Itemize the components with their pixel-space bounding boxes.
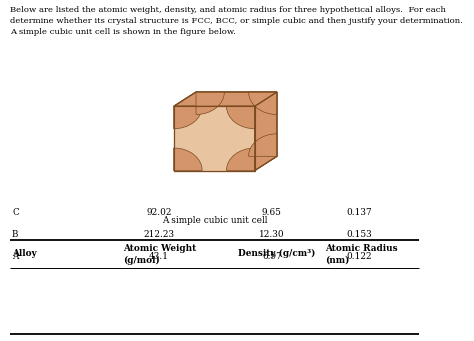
Text: Alloy: Alloy bbox=[12, 249, 37, 258]
Text: A simple cubic unit cell: A simple cubic unit cell bbox=[162, 216, 267, 225]
Text: B: B bbox=[12, 230, 18, 239]
Text: 0.153: 0.153 bbox=[346, 230, 372, 239]
Wedge shape bbox=[227, 106, 255, 129]
Text: Atomic Weight: Atomic Weight bbox=[123, 244, 196, 253]
Wedge shape bbox=[174, 106, 202, 129]
Wedge shape bbox=[196, 92, 224, 115]
Wedge shape bbox=[227, 148, 255, 170]
Text: 0.137: 0.137 bbox=[346, 208, 372, 217]
Text: 43.1: 43.1 bbox=[149, 252, 169, 261]
Polygon shape bbox=[174, 92, 277, 106]
Polygon shape bbox=[255, 92, 277, 170]
Text: Below are listed the atomic weight, density, and atomic radius for three hypothe: Below are listed the atomic weight, dens… bbox=[10, 6, 465, 36]
Polygon shape bbox=[174, 106, 255, 170]
Text: 0.122: 0.122 bbox=[346, 252, 372, 261]
Polygon shape bbox=[255, 92, 277, 170]
Wedge shape bbox=[174, 148, 202, 170]
Text: (nm): (nm) bbox=[325, 255, 349, 264]
Text: 9.65: 9.65 bbox=[262, 208, 282, 217]
Polygon shape bbox=[174, 92, 277, 106]
Text: (g/mol): (g/mol) bbox=[123, 255, 160, 265]
Wedge shape bbox=[174, 148, 202, 170]
Text: Density (g/cm³): Density (g/cm³) bbox=[238, 249, 315, 258]
Wedge shape bbox=[227, 106, 255, 129]
Wedge shape bbox=[248, 134, 277, 156]
Text: A: A bbox=[12, 252, 18, 261]
Text: Atomic Radius: Atomic Radius bbox=[325, 244, 398, 253]
Wedge shape bbox=[174, 106, 202, 129]
Text: 6.97: 6.97 bbox=[262, 252, 282, 261]
Polygon shape bbox=[174, 106, 255, 170]
Text: 12.30: 12.30 bbox=[259, 230, 284, 239]
Wedge shape bbox=[227, 148, 255, 170]
Text: 212.23: 212.23 bbox=[144, 230, 174, 239]
Wedge shape bbox=[248, 92, 277, 115]
Text: 92.02: 92.02 bbox=[146, 208, 172, 217]
Text: C: C bbox=[12, 208, 19, 217]
